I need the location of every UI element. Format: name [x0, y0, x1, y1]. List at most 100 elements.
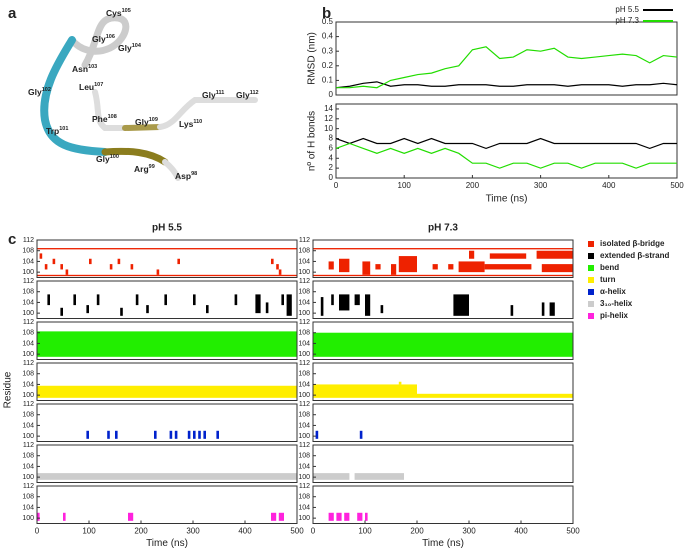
residue-name: Leu [79, 82, 94, 92]
y-tick-label: 0.2 [322, 61, 334, 70]
state-block [365, 512, 368, 521]
state-block [375, 264, 381, 270]
state-block [354, 473, 404, 480]
state-block [417, 393, 573, 398]
plot-frame [36, 280, 298, 319]
residue-label: Leu107 [79, 82, 103, 92]
residue-label: Gly109 [135, 117, 158, 127]
residue-name: Gly [202, 90, 216, 100]
residue-name: Phe [92, 114, 108, 124]
y-tick-label: 100 [22, 392, 34, 399]
y-tick-label: 100 [298, 310, 310, 317]
state-block [448, 264, 454, 270]
residue-label: Gly104 [118, 43, 142, 53]
residue-label: Gly100 [96, 154, 119, 164]
y-tick-label: 104 [298, 258, 310, 265]
y-tick-label: 100 [22, 433, 34, 440]
legend-swatch [588, 241, 594, 247]
state-block [187, 430, 191, 439]
state-block [278, 512, 284, 521]
y-tick-label: 0.3 [322, 46, 334, 55]
y-tick-label: 104 [22, 504, 34, 511]
y-tick-label: 112 [299, 442, 310, 449]
state-block [541, 302, 545, 316]
y-tick-label: 112 [299, 401, 310, 408]
legend-swatch [588, 313, 594, 319]
state-block [107, 430, 110, 439]
state-block [89, 258, 92, 265]
plot-frame [312, 239, 574, 278]
x-tick-label: 500 [670, 181, 684, 190]
state-block [193, 294, 196, 306]
state-block [510, 305, 514, 316]
y-tick-label: 100 [298, 515, 310, 522]
state-block [117, 258, 121, 265]
legend-swatch [588, 265, 594, 271]
residue-name: Gly [118, 43, 132, 53]
residue-number: 102 [42, 87, 51, 93]
state-block [164, 294, 167, 306]
state-block [177, 258, 180, 265]
x-axis-label: Time (ns) [486, 194, 528, 205]
state-block [344, 512, 350, 521]
state-block [174, 430, 178, 439]
y-tick-label: 112 [23, 360, 34, 367]
ribbon [40, 14, 258, 181]
y-axis-label: Residue [3, 371, 14, 408]
state-block [63, 512, 66, 521]
residue-label: Asp98 [175, 171, 197, 181]
state-block [193, 430, 196, 439]
y-tick-label: 112 [299, 319, 310, 326]
state-block [354, 294, 360, 306]
x-tick-label: 400 [514, 527, 528, 536]
plot-frame [312, 485, 574, 524]
state-block [37, 274, 297, 277]
state-block [128, 512, 134, 521]
y-tick-label: 100 [22, 269, 34, 276]
state-block [398, 256, 417, 273]
state-block [469, 250, 475, 259]
state-block [37, 331, 297, 357]
state-block [73, 294, 76, 306]
state-block [198, 430, 201, 439]
x-tick-label: 200 [410, 527, 424, 536]
panel-label: c [8, 231, 16, 248]
x-tick-label: 400 [602, 181, 616, 190]
state-block [489, 253, 527, 259]
y-tick-label: 100 [22, 474, 34, 481]
state-block [362, 261, 371, 275]
state-block [60, 307, 63, 316]
state-block [453, 294, 469, 316]
legend-swatch [588, 277, 594, 283]
state-block [52, 258, 56, 265]
state-block [146, 305, 149, 314]
residue-name: Gly [28, 87, 42, 97]
state-block [339, 294, 350, 311]
legend-swatch [588, 301, 594, 307]
x-tick-label: 400 [238, 527, 252, 536]
y-tick-label: 6 [329, 144, 334, 153]
y-axis-label: nº of H bonds [307, 111, 318, 171]
y-tick-label: 112 [23, 483, 34, 490]
y-tick-label: 112 [299, 483, 310, 490]
residue-number: 100 [110, 154, 119, 160]
y-tick-label: 104 [22, 340, 34, 347]
state-block [115, 430, 118, 439]
plot-frame [36, 485, 298, 524]
state-block [313, 274, 573, 277]
y-tick-label: 108 [22, 494, 34, 501]
state-block [357, 512, 363, 521]
state-block [339, 258, 350, 273]
y-tick-label: 14 [324, 104, 333, 113]
y-tick-label: 100 [298, 474, 310, 481]
legend-label: extended β-strand [600, 251, 669, 260]
residue-number: 98 [191, 171, 197, 177]
state-block [86, 305, 89, 314]
residue-number: 103 [88, 64, 97, 70]
residue-number: 110 [193, 119, 202, 125]
y-tick-label: 104 [298, 463, 310, 470]
y-tick-label: 112 [23, 278, 34, 285]
plot-frame [36, 403, 298, 442]
state-block [203, 430, 206, 439]
x-tick-label: 100 [358, 527, 372, 536]
